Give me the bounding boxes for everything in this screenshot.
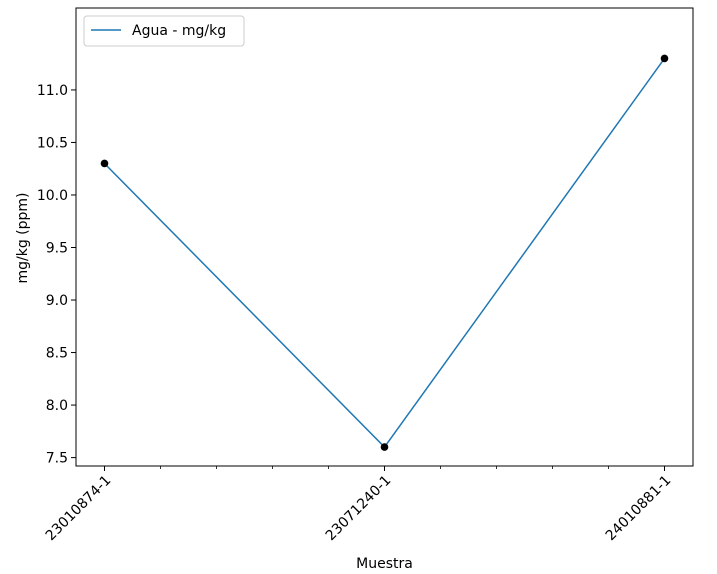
y-tick-label: 11.0: [37, 83, 68, 99]
legend-label: Agua - mg/kg: [132, 23, 226, 39]
y-axis-ticks: 7.5 8.0 8.5 9.0 9.5 10.0 10.5 11.0: [37, 83, 76, 467]
y-tick-label: 9.5: [46, 241, 68, 257]
plot-area-frame: [75, 7, 694, 467]
y-tick-label: 9.0: [46, 293, 68, 309]
y-tick-label: 10.0: [37, 188, 68, 204]
data-point-marker: [660, 54, 669, 63]
data-point-marker: [380, 443, 389, 451]
y-tick-label: 10.5: [37, 135, 68, 151]
y-tick-label: 7.5: [46, 451, 68, 467]
y-tick-label: 8.0: [46, 398, 68, 414]
data-point-marker: [100, 159, 109, 168]
y-tick-label: 8.5: [46, 346, 68, 362]
legend-box: [83, 15, 245, 47]
y-axis-title: mg/kg (ppm): [15, 192, 31, 283]
legend: Agua - mg/kg: [83, 15, 245, 47]
x-axis-title: Muestra: [356, 556, 413, 572]
series-layer: [100, 54, 669, 451]
